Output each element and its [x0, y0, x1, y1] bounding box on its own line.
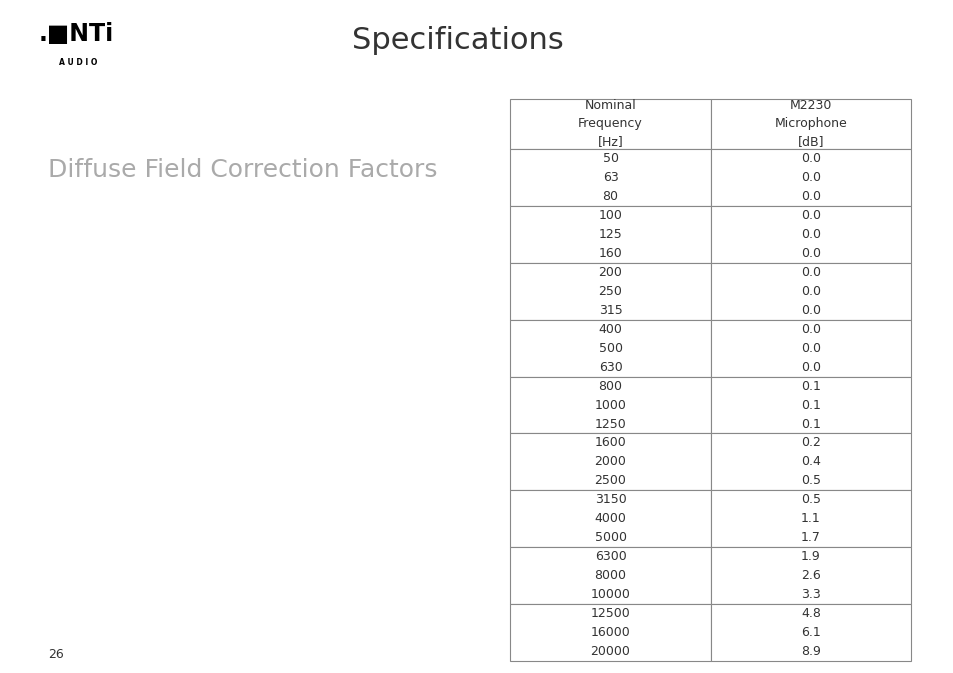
Text: 3150
4000
5000: 3150 4000 5000: [594, 493, 626, 544]
Text: 0.1
0.1
0.1: 0.1 0.1 0.1: [801, 380, 820, 431]
Text: M2230
Microphone
[dB]: M2230 Microphone [dB]: [774, 99, 846, 148]
Bar: [510, 98, 710, 149]
Bar: [710, 320, 910, 377]
Bar: [510, 604, 710, 661]
Text: A U D I O: A U D I O: [59, 59, 97, 67]
Bar: [710, 262, 910, 320]
Bar: [510, 433, 710, 491]
Text: Specifications: Specifications: [352, 26, 563, 55]
Text: 0.0
0.0
0.0: 0.0 0.0 0.0: [801, 152, 820, 203]
Text: Nominal
Frequency
[Hz]: Nominal Frequency [Hz]: [578, 99, 642, 148]
Bar: [510, 206, 710, 262]
Bar: [710, 604, 910, 661]
Text: 50
63
80: 50 63 80: [602, 152, 618, 203]
Text: 0.0
0.0
0.0: 0.0 0.0 0.0: [801, 266, 820, 317]
Text: Diffuse Field Correction Factors: Diffuse Field Correction Factors: [48, 157, 436, 182]
Text: 26: 26: [48, 648, 64, 661]
Bar: [710, 547, 910, 604]
Text: 1600
2000
2500: 1600 2000 2500: [594, 436, 626, 487]
Text: 0.0
0.0
0.0: 0.0 0.0 0.0: [801, 322, 820, 374]
Text: .■NTi: .■NTi: [39, 22, 113, 46]
Text: 400
500
630: 400 500 630: [598, 322, 622, 374]
Bar: [710, 377, 910, 433]
Bar: [710, 149, 910, 206]
Bar: [510, 149, 710, 206]
Bar: [510, 547, 710, 604]
Text: 6300
8000
10000: 6300 8000 10000: [590, 551, 630, 601]
Text: 12500
16000
20000: 12500 16000 20000: [590, 607, 630, 658]
Text: 4.8
6.1
8.9: 4.8 6.1 8.9: [801, 607, 820, 658]
Bar: [710, 491, 910, 547]
Bar: [510, 262, 710, 320]
Text: 100
125
160: 100 125 160: [598, 209, 622, 260]
Bar: [710, 206, 910, 262]
Bar: [510, 377, 710, 433]
Bar: [710, 98, 910, 149]
Text: 0.2
0.4
0.5: 0.2 0.4 0.5: [801, 436, 820, 487]
Text: 800
1000
1250: 800 1000 1250: [594, 380, 626, 431]
Bar: [510, 491, 710, 547]
Bar: [710, 433, 910, 491]
Bar: [510, 320, 710, 377]
Text: 0.5
1.1
1.7: 0.5 1.1 1.7: [801, 493, 820, 544]
Text: 1.9
2.6
3.3: 1.9 2.6 3.3: [801, 551, 820, 601]
Text: 0.0
0.0
0.0: 0.0 0.0 0.0: [801, 209, 820, 260]
Text: 200
250
315: 200 250 315: [598, 266, 622, 317]
